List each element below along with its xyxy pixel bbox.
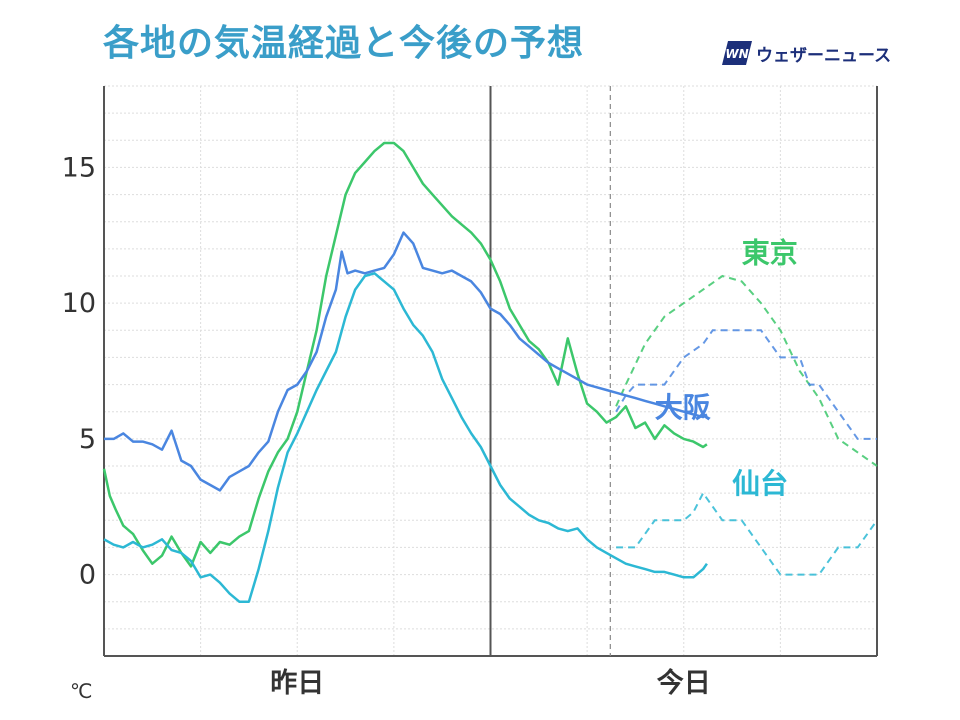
y-tick-label: 5 <box>79 424 96 455</box>
series-label: 東京 <box>742 236 798 269</box>
x-day-label: 今日 <box>657 667 711 699</box>
series-forecast-line <box>615 329 877 440</box>
unit-label: ℃ <box>70 679 92 703</box>
brand-name: ウェザーニュース <box>756 45 892 66</box>
grid <box>104 85 877 657</box>
weathernews-logo-icon: WN <box>722 41 752 65</box>
x-axis-labels: 昨日 今日 <box>270 667 711 699</box>
weathernews-brand: WN ウェザーニュース <box>722 36 891 70</box>
y-tick-label: 15 <box>62 152 96 183</box>
y-axis-ticks: 0 5 10 15 <box>62 152 96 590</box>
x-day-label: 昨日 <box>270 668 324 699</box>
series-lines <box>102 141 878 603</box>
logo-text: WN <box>725 47 748 61</box>
chart-title: 各地の気温経過と今後の予想 <box>103 23 585 64</box>
series-observed-line <box>104 231 708 492</box>
series-forecast-line <box>615 274 878 467</box>
y-tick-label: 10 <box>62 288 96 319</box>
series-label: 大阪 <box>655 391 711 424</box>
series-forecast-line <box>616 491 878 576</box>
series-observed-line <box>102 141 708 568</box>
series-observed-line <box>103 272 708 603</box>
chart-frame <box>103 86 878 657</box>
y-tick-label: 0 <box>79 560 96 591</box>
series-label: 仙台 <box>732 467 788 500</box>
